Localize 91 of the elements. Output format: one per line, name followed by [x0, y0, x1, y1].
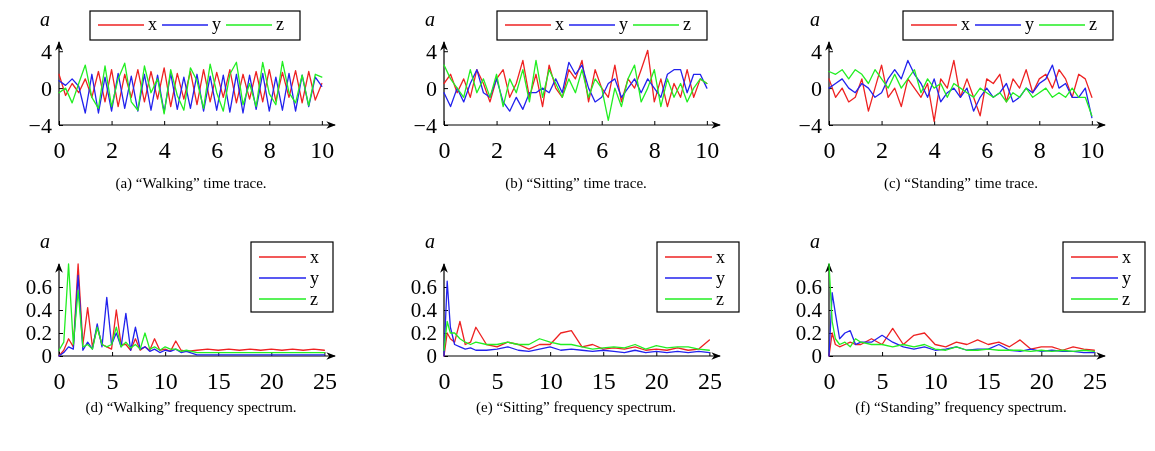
legend-label: z — [1122, 289, 1130, 309]
text: (a) “Walking” time trace. — [115, 175, 267, 192]
y-tick-label: −4 — [798, 112, 822, 138]
x-tick-label: 25 — [1082, 368, 1107, 395]
legend-label: x — [310, 247, 319, 267]
legend-label: z — [716, 289, 724, 309]
legend-label: x — [716, 247, 725, 267]
legend-label: z — [276, 14, 284, 34]
x-tick-label: 4 — [928, 137, 941, 164]
x-tick-label: 5 — [106, 368, 119, 395]
y-axis-title: a — [40, 8, 50, 30]
legend-label: z — [683, 14, 691, 34]
x-tick-label: 20 — [259, 368, 284, 395]
x-tick-label: 15 — [591, 368, 616, 395]
y-tick-label: 0.6 — [795, 275, 822, 300]
y-tick-label: 0 — [811, 75, 822, 101]
x-tick-label: 8 — [648, 137, 661, 164]
legend-label: z — [310, 289, 318, 309]
text: (c) “Standing” time trace. — [883, 175, 1039, 192]
y-tick-label: 0 — [41, 344, 52, 369]
x-tick-label: 2 — [491, 137, 504, 164]
x-tick-label: 6 — [981, 137, 994, 164]
y-axis-title: a — [40, 230, 50, 252]
x-tick-label: 15 — [206, 368, 231, 395]
x-tick-label: 20 — [644, 368, 669, 395]
legend-label: y — [1025, 14, 1034, 34]
x-tick-label: 10 — [538, 368, 563, 395]
legend-label: z — [1089, 14, 1097, 34]
line-series — [443, 320, 711, 351]
x-tick-label: 20 — [1029, 368, 1054, 395]
line-series — [443, 61, 708, 112]
x-tick-label: 4 — [543, 137, 556, 164]
line-series — [828, 263, 1096, 353]
line-series — [828, 292, 1096, 357]
text: (e) “Sitting” frequency spectrum. — [476, 399, 676, 416]
y-tick-label: 0 — [426, 75, 437, 101]
x-tick-label: 5 — [491, 368, 504, 395]
y-tick-label: 0.6 — [410, 275, 437, 300]
y-tick-label: 4 — [426, 38, 437, 64]
x-tick-label: 10 — [923, 368, 948, 395]
y-tick-label: 0.4 — [795, 298, 823, 323]
legend-label: x — [148, 14, 157, 34]
legend-label: x — [1122, 247, 1131, 267]
x-tick-label: 10 — [1080, 137, 1105, 164]
x-tick-label: 15 — [976, 368, 1001, 395]
line-series — [58, 67, 323, 108]
y-tick-label: 0 — [811, 344, 822, 369]
y-axis-title: a — [425, 230, 435, 252]
legend-label: y — [619, 14, 628, 34]
text: (b) “Sitting” time trace. — [505, 175, 647, 192]
x-tick-label: 8 — [263, 137, 276, 164]
line-series — [58, 72, 323, 114]
y-axis-title: a — [810, 8, 820, 30]
y-tick-label: 0.6 — [25, 275, 52, 300]
y-tick-label: 0.4 — [410, 298, 438, 323]
x-tick-label: 5 — [876, 368, 889, 395]
legend-label: x — [961, 14, 970, 34]
y-tick-label: −4 — [413, 112, 437, 138]
y-tick-label: 0.2 — [410, 321, 437, 346]
x-tick-label: 8 — [1033, 137, 1046, 164]
y-tick-label: 0 — [426, 344, 437, 369]
legend-label: y — [310, 268, 319, 288]
y-tick-label: 0.4 — [25, 298, 53, 323]
line-series — [58, 60, 323, 115]
y-tick-label: 0.2 — [25, 321, 52, 346]
x-tick-label: 2 — [106, 137, 119, 164]
line-series — [443, 280, 711, 357]
text: (f) “Standing” frequency spectrum. — [855, 399, 1067, 416]
x-tick-label: 25 — [697, 368, 722, 395]
line-series — [828, 69, 1093, 117]
legend-label: x — [555, 14, 564, 34]
legend-label: y — [1122, 268, 1131, 288]
x-tick-label: 6 — [596, 137, 609, 164]
x-tick-label: 25 — [312, 368, 337, 395]
x-tick-label: 6 — [211, 137, 224, 164]
x-tick-label: 4 — [158, 137, 171, 164]
legend-label: y — [212, 14, 221, 34]
legend-label: y — [716, 268, 725, 288]
y-axis-title: a — [810, 230, 820, 252]
text: (d) “Walking” frequency spectrum. — [85, 399, 297, 416]
x-tick-label: 10 — [695, 137, 720, 164]
y-tick-label: 4 — [811, 38, 822, 64]
y-tick-label: −4 — [28, 112, 52, 138]
line-series — [443, 59, 708, 122]
x-tick-label: 10 — [153, 368, 178, 395]
x-tick-label: 2 — [876, 137, 889, 164]
y-tick-label: 0.2 — [795, 321, 822, 346]
y-tick-label: 4 — [41, 38, 52, 64]
y-axis-title: a — [425, 8, 435, 30]
y-tick-label: 0 — [41, 75, 52, 101]
x-tick-label: 10 — [310, 137, 335, 164]
